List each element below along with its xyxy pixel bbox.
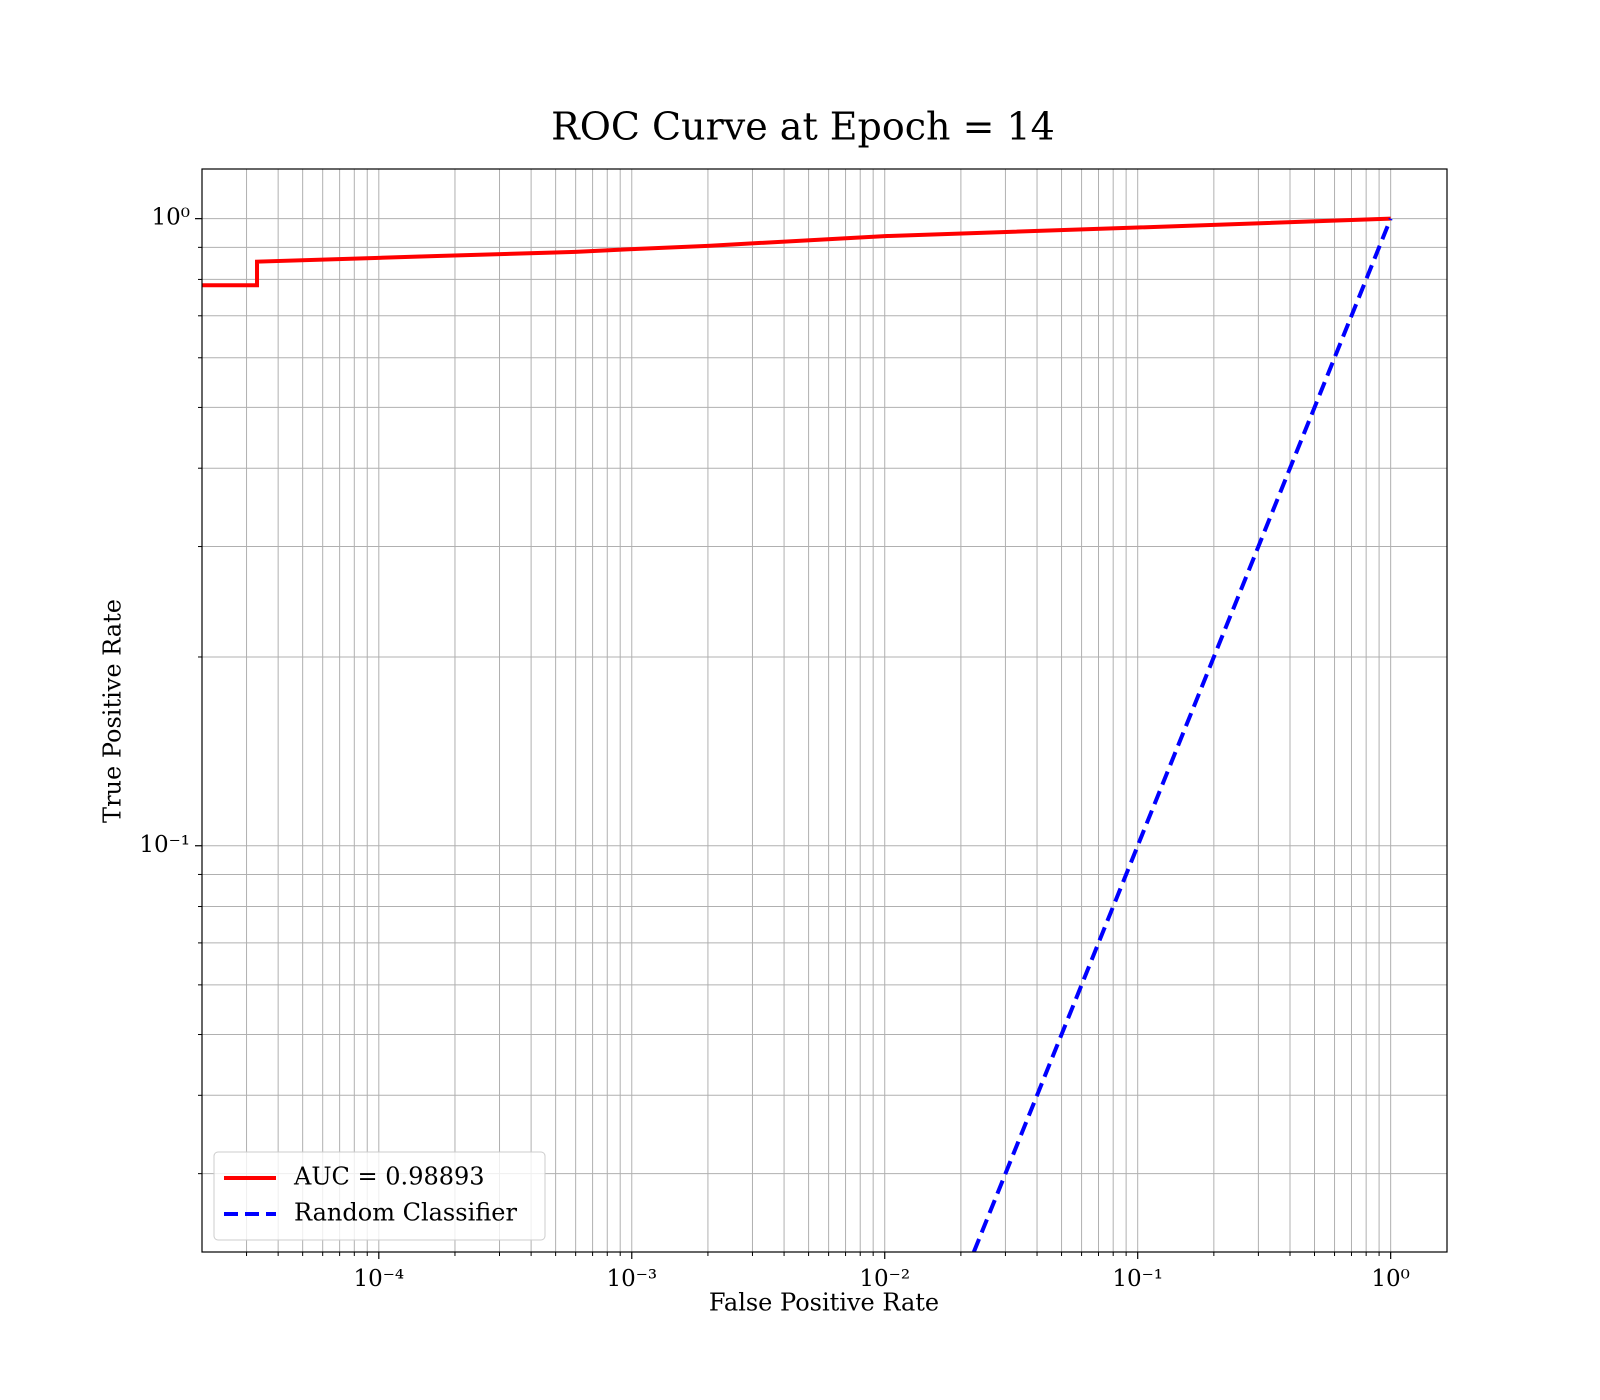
x-tick-label: 10⁻³ bbox=[606, 1266, 657, 1292]
y-tick-label: 10⁰ bbox=[152, 205, 191, 231]
x-axis-label: False Positive Rate bbox=[709, 1289, 939, 1317]
chart-title: ROC Curve at Epoch = 14 bbox=[551, 105, 1055, 149]
grid bbox=[202, 169, 1447, 1252]
series-line bbox=[971, 217, 1393, 1252]
x-tick-label: 10⁻² bbox=[859, 1266, 910, 1292]
legend-label: AUC = 0.98893 bbox=[293, 1163, 485, 1191]
x-tick-label: 10⁰ bbox=[1371, 1266, 1410, 1292]
x-tick-label: 10⁻¹ bbox=[1112, 1266, 1163, 1292]
legend: AUC = 0.98893 Random Classifier bbox=[213, 1151, 546, 1241]
plot-frame bbox=[201, 168, 1448, 1253]
series-line bbox=[202, 216, 1391, 288]
x-tick-label: 10⁻⁴ bbox=[353, 1266, 404, 1292]
legend-label: Random Classifier bbox=[294, 1199, 517, 1227]
y-axis-label: True Positive Rate bbox=[99, 599, 127, 823]
legend-box bbox=[213, 1151, 546, 1241]
y-tick-label: 10⁻¹ bbox=[139, 832, 190, 858]
